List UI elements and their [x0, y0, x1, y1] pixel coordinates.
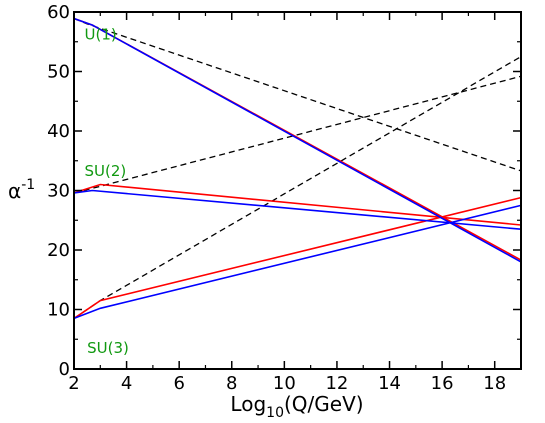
- x-tick-label: 4: [121, 373, 132, 394]
- x-tick-label: 2: [68, 373, 79, 394]
- x-tick-label: 12: [325, 373, 348, 394]
- series-line-6-solid: [73, 196, 522, 320]
- x-tick-label: 16: [431, 373, 454, 394]
- plot-frame: [73, 11, 522, 370]
- x-tick-label: 18: [483, 373, 506, 394]
- group-label-3: SU(3): [87, 339, 129, 357]
- annotation-layer: U(1) SU(2) SU(3): [85, 25, 129, 357]
- y-axis-title-main: α: [8, 179, 21, 203]
- tick-layer: 2 4 6 8 10 12 14 16 18 0 10 20 30 40 50 60: [47, 2, 522, 394]
- group-label-1: U(1): [85, 25, 117, 43]
- x-tick-label: 10: [273, 373, 296, 394]
- y-axis-title-sup: -1: [21, 177, 35, 193]
- series-line-7-solid: [73, 17, 522, 263]
- series-line-9-solid: [73, 204, 522, 320]
- series-line-1-dashed: [73, 17, 522, 172]
- group-label-2: SU(2): [85, 162, 127, 180]
- series-line-5-solid: [73, 183, 522, 226]
- series-line-3-dashed: [73, 56, 522, 319]
- series-line-2-dashed: [73, 75, 522, 194]
- x-axis-title-sub: 10: [266, 405, 284, 421]
- y-axis-title: α-1: [8, 177, 35, 203]
- y-tick-label: 10: [47, 300, 70, 321]
- x-axis-title-rest: (Q/GeV): [284, 392, 364, 416]
- x-tick-label: 6: [173, 373, 184, 394]
- y-tick-label: 20: [47, 240, 70, 261]
- y-tick-label: 60: [47, 2, 70, 23]
- x-tick-label: 14: [378, 373, 401, 394]
- series-layer: [73, 17, 522, 320]
- y-tick-label: 0: [59, 359, 70, 380]
- x-tick-label: 8: [226, 373, 237, 394]
- y-tick-label: 50: [47, 62, 70, 83]
- x-axis-title-main: Log: [230, 392, 266, 416]
- series-line-8-solid: [73, 189, 522, 230]
- y-tick-label: 30: [47, 181, 70, 202]
- y-tick-label: 40: [47, 121, 70, 142]
- x-axis-title: Log10(Q/GeV): [230, 392, 363, 421]
